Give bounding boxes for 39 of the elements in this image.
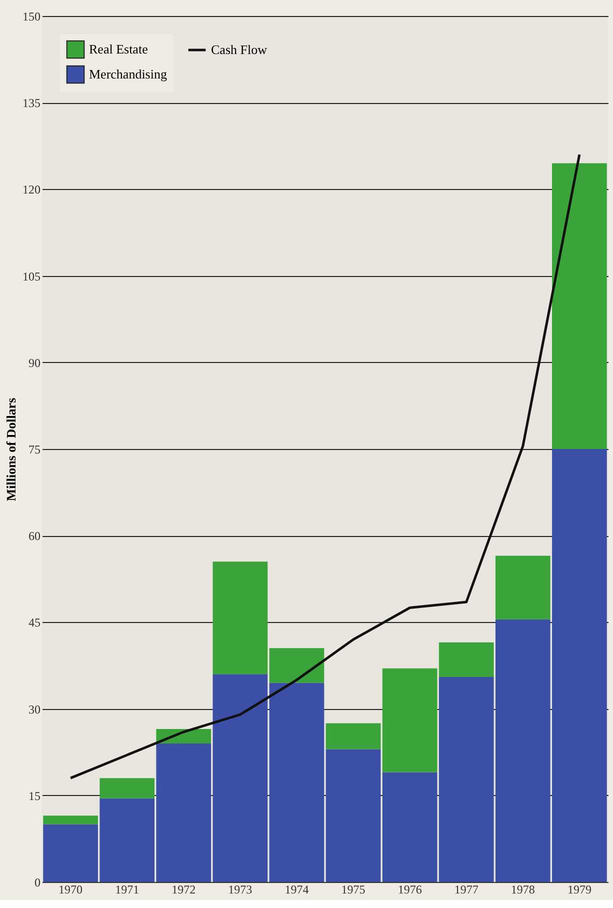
y-tick-label: 60 [28, 529, 40, 544]
bar [382, 668, 438, 772]
y-tick-label: 135 [22, 96, 40, 110]
x-tick-label: 1972 [172, 882, 196, 896]
y-tick-label: 45 [28, 616, 40, 630]
x-tick-label: 1975 [341, 882, 366, 896]
bar [43, 816, 98, 824]
y-tick-label: 150 [22, 10, 40, 24]
x-tick-label: 1974 [284, 882, 309, 896]
x-tick-label: 1976 [398, 882, 422, 896]
bar [212, 674, 268, 882]
x-tick-label: 1971 [115, 882, 140, 896]
bar [326, 749, 381, 882]
y-tick-label: 30 [28, 702, 40, 716]
bar [438, 642, 494, 678]
x-tick-label: 1970 [58, 882, 83, 896]
x-tick-label: 1978 [510, 882, 535, 896]
bar [269, 648, 324, 683]
legend-label: Merchandising [89, 66, 168, 82]
x-tick-label: 1979 [567, 882, 592, 896]
y-tick-label: 90 [28, 356, 40, 370]
x-tick-label: 1977 [454, 882, 478, 896]
x-tick-label: 1973 [228, 882, 252, 896]
y-tick-label: 75 [28, 442, 40, 456]
bar [212, 562, 268, 674]
line-series [69, 153, 581, 780]
bar [495, 556, 550, 620]
y-tick-label: 105 [22, 269, 40, 284]
bar [382, 772, 438, 882]
bar [552, 163, 607, 449]
bar [269, 682, 324, 882]
legend-label: Cash Flow [211, 42, 268, 57]
y-tick-label: 120 [22, 182, 40, 197]
bar [326, 723, 381, 750]
bar [100, 778, 155, 798]
y-tick-label: 0 [34, 876, 40, 890]
y-tick-label: 15 [28, 788, 40, 803]
y-axis-title: Millions of Dollars [4, 398, 18, 502]
legend-label: Real Estate [89, 42, 148, 56]
